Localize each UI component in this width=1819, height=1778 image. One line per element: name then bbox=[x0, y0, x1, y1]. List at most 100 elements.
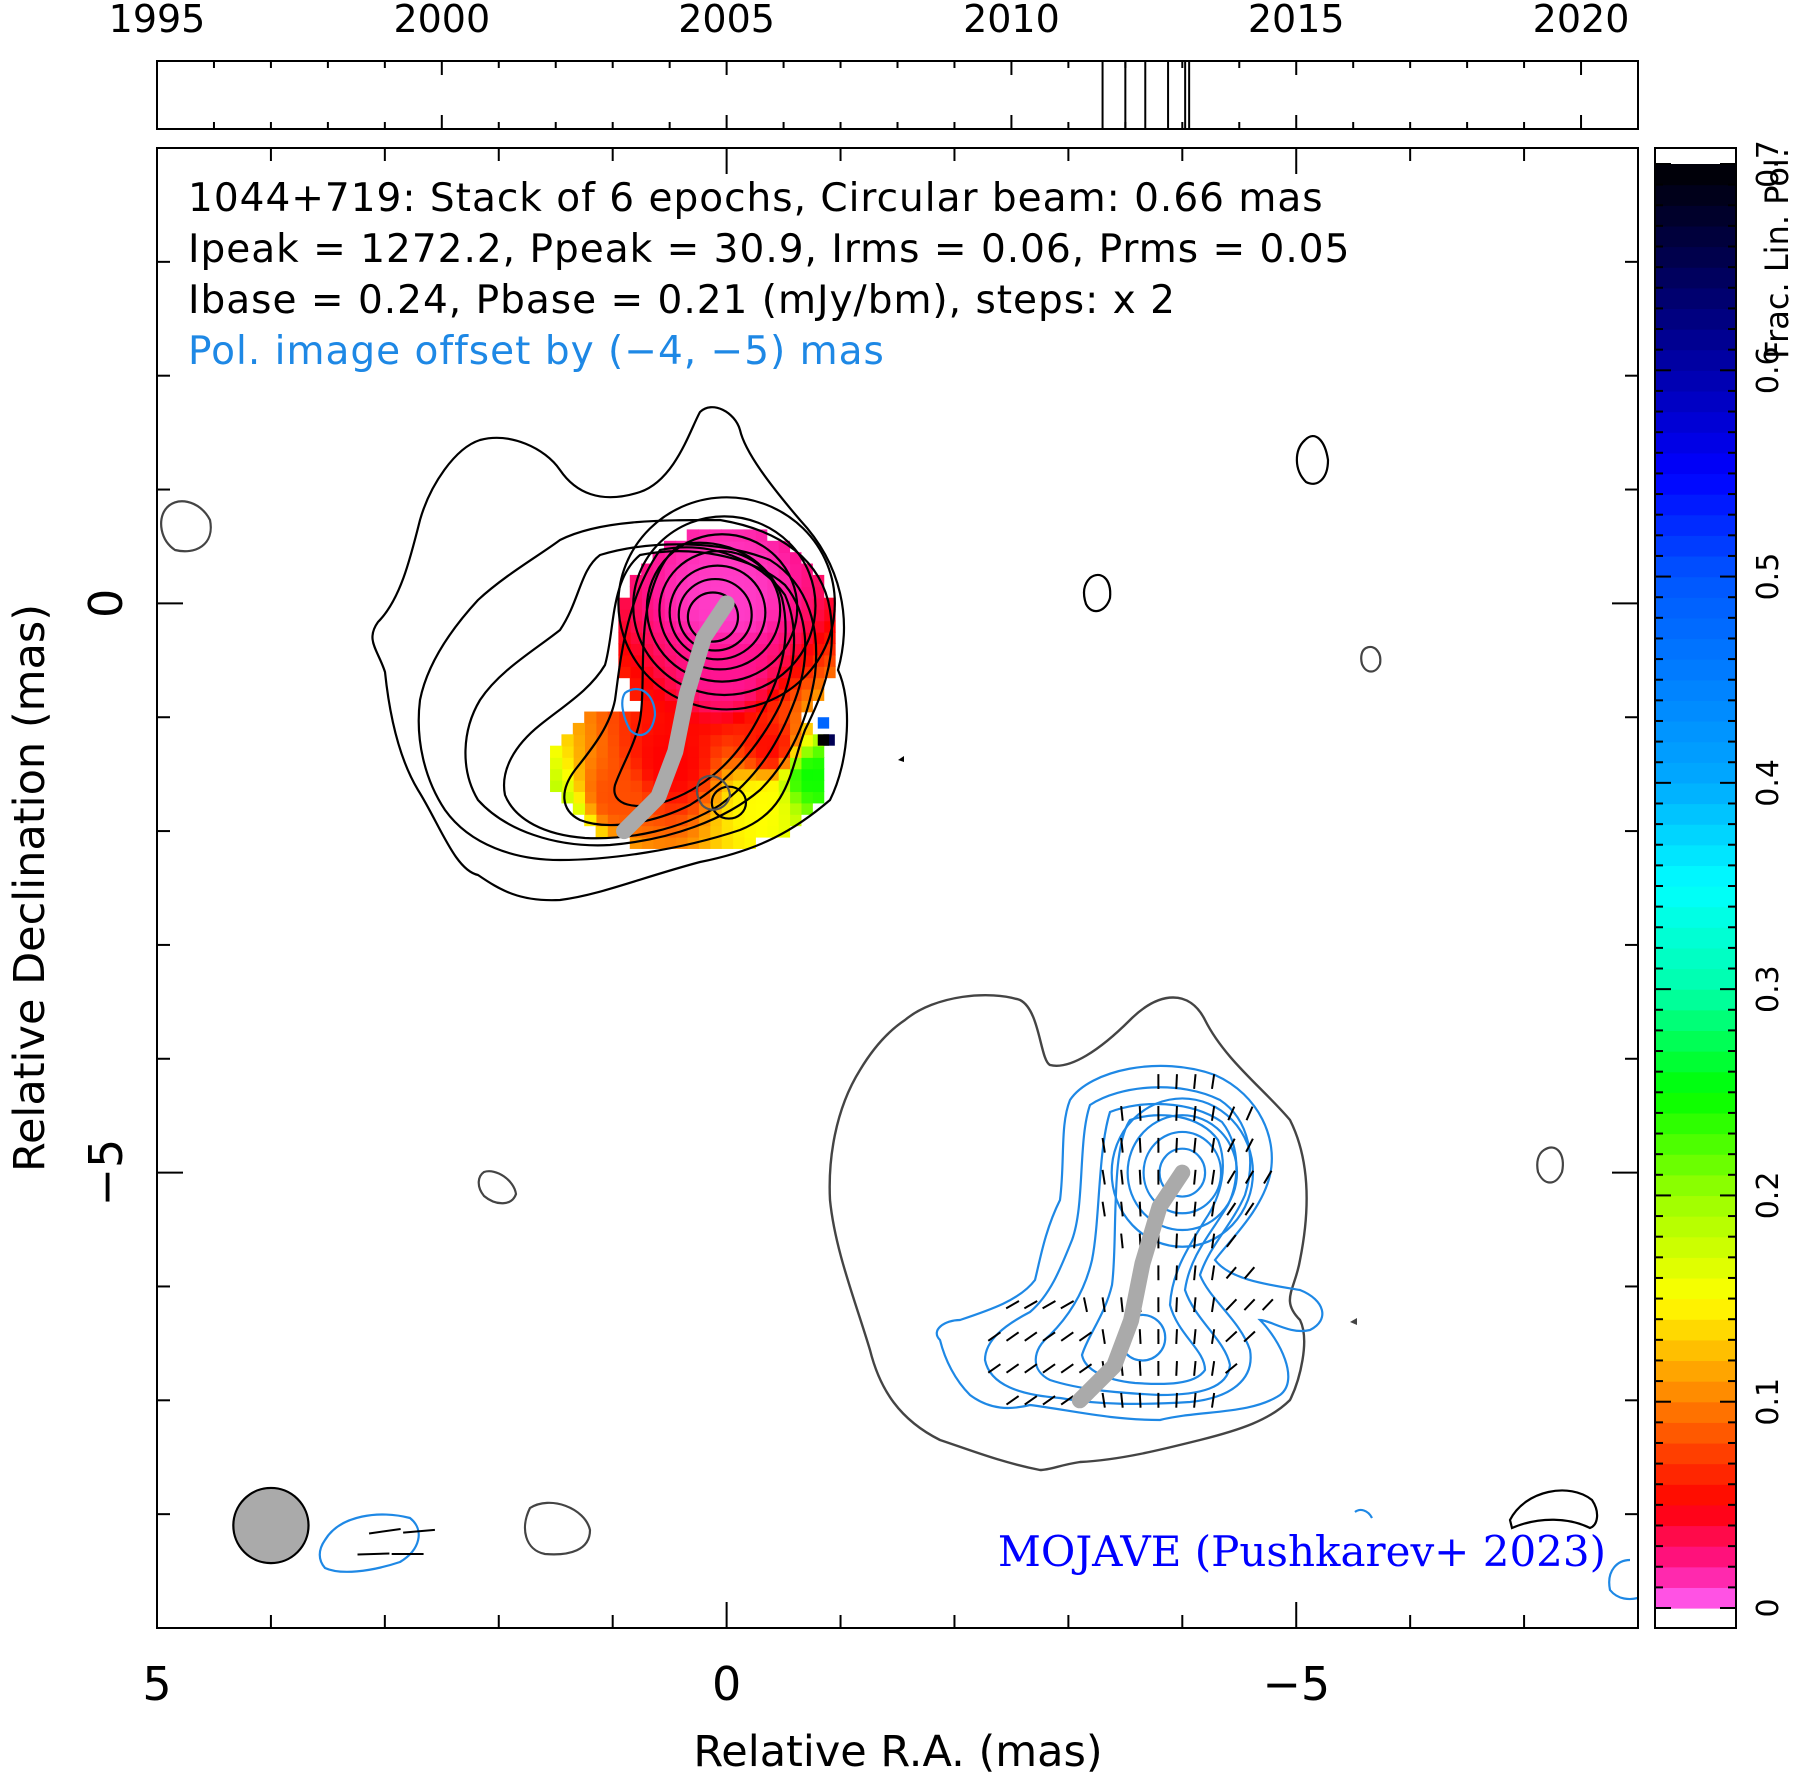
frac-pol-pixel bbox=[675, 609, 688, 622]
frac-pol-pixel bbox=[743, 677, 756, 690]
evpa-tick bbox=[1243, 1298, 1256, 1311]
evpa-tick bbox=[1101, 1329, 1106, 1345]
frac-pol-pixel bbox=[709, 757, 722, 770]
frac-pol-pixel bbox=[720, 734, 734, 747]
evpa-tick bbox=[1210, 1105, 1216, 1121]
evpa-tick bbox=[1078, 1331, 1093, 1342]
pol-contour bbox=[1126, 1114, 1239, 1232]
frac-pol-pixel bbox=[618, 791, 631, 804]
colorbar-step bbox=[1656, 906, 1735, 928]
colorbar-step bbox=[1656, 576, 1735, 598]
frac-pol-pixel bbox=[732, 757, 745, 770]
frac-pol-pixel bbox=[766, 700, 779, 713]
frac-pol-pixel bbox=[777, 552, 791, 565]
pol-contour-edge bbox=[1354, 1508, 1373, 1519]
frac-pol-pixel bbox=[629, 666, 642, 679]
frac-pol-pixel bbox=[698, 711, 711, 724]
stokes-i-contour-3 bbox=[464, 543, 818, 847]
colorbar-step bbox=[1656, 1504, 1735, 1527]
colorbar-step bbox=[1656, 390, 1735, 413]
frac-pol-pixel bbox=[789, 711, 802, 724]
evpa-tick bbox=[1225, 1330, 1238, 1343]
evpa-tick bbox=[1042, 1363, 1056, 1374]
evpa-tick bbox=[1210, 1169, 1216, 1185]
frac-pol-pixel bbox=[755, 745, 768, 758]
frac-pol-pixel bbox=[709, 677, 722, 690]
frac-pol-pixel bbox=[720, 620, 734, 633]
evpa-tick bbox=[1261, 1298, 1274, 1311]
colorbar-step bbox=[1656, 164, 1735, 186]
evpa-tick bbox=[1120, 1105, 1124, 1121]
frac-pol-pixel bbox=[561, 734, 574, 747]
frac-pol-pixel bbox=[606, 791, 620, 804]
colorbar-step bbox=[1656, 617, 1735, 640]
evpa-tick bbox=[1243, 1266, 1256, 1280]
isolated-contour bbox=[477, 1170, 518, 1205]
frac-pol-pixel bbox=[766, 666, 779, 679]
colorbar-step bbox=[1656, 1463, 1735, 1485]
isolated-contours bbox=[160, 435, 1599, 1556]
frac-pol-pixel bbox=[595, 779, 608, 793]
frac-pol-pixel bbox=[766, 757, 779, 770]
frac-pol-pixel bbox=[766, 791, 779, 804]
colorbar-step bbox=[1656, 1133, 1735, 1155]
colorbar-step bbox=[1656, 927, 1735, 949]
isolated-contour bbox=[523, 1501, 592, 1556]
frac-pol-pixel bbox=[732, 836, 745, 849]
colorbar-step bbox=[1656, 782, 1735, 805]
frac-pol-pixel bbox=[686, 734, 699, 747]
evpa-tick bbox=[1193, 1297, 1197, 1313]
ridge-line bbox=[616, 595, 735, 840]
frac-pol-pixel bbox=[641, 666, 654, 679]
pol-contour bbox=[1158, 1147, 1207, 1198]
colorbar-step bbox=[1656, 1071, 1735, 1093]
frac-pol-pixel bbox=[812, 597, 825, 610]
colorbar-step bbox=[1656, 1009, 1735, 1031]
frac-pol-pixel bbox=[572, 745, 586, 758]
pol-contour-edge bbox=[1608, 1558, 1638, 1601]
colorbar-step bbox=[1656, 411, 1735, 433]
frac-pol-pixel bbox=[743, 836, 756, 849]
colorbar-step bbox=[1656, 1051, 1735, 1073]
frac-pol-pixel bbox=[812, 757, 825, 770]
colorbar-tick-label: 0 bbox=[1751, 1598, 1786, 1617]
stokes-i-contour-5 bbox=[563, 546, 796, 827]
frac-pol-pixel bbox=[641, 779, 654, 793]
colorbar-step bbox=[1656, 184, 1735, 206]
isolated-contour bbox=[1295, 435, 1330, 485]
frac-pol-pixel bbox=[641, 757, 654, 770]
frac-pol-pixel bbox=[817, 717, 830, 729]
timeline-tick-label: 2000 bbox=[393, 0, 490, 41]
frac-pol-pixel bbox=[595, 802, 608, 815]
frac-pol-pixel bbox=[606, 768, 620, 781]
frac-pol-pixel bbox=[641, 722, 654, 736]
evpa-tick bbox=[1101, 1137, 1106, 1153]
frac-pol-pixel bbox=[732, 802, 745, 815]
evpa-tick bbox=[1244, 1170, 1255, 1185]
evpa-tick bbox=[1175, 1360, 1178, 1376]
evpa-tick bbox=[1138, 1201, 1142, 1217]
evpa-tick bbox=[1060, 1331, 1074, 1342]
x-tick-label: 0 bbox=[712, 1657, 741, 1711]
frac-pol-pixel bbox=[812, 791, 825, 804]
evpa-tick bbox=[987, 1363, 1001, 1374]
x-tick-label: −5 bbox=[1262, 1657, 1330, 1711]
core-contour bbox=[710, 785, 748, 820]
evpa-tick bbox=[1101, 1392, 1106, 1408]
frac-pol-pixel bbox=[709, 643, 722, 656]
frac-pol-pixel bbox=[652, 836, 665, 849]
frac-pol-pixel bbox=[686, 768, 699, 781]
frac-pol-pixel bbox=[800, 574, 813, 588]
offset-note: Pol. image offset by (−4, −5) mas bbox=[188, 329, 885, 374]
evpa-tick bbox=[357, 1552, 390, 1556]
frac-pol-pixel bbox=[800, 745, 813, 758]
credit-label: MOJAVE (Pushkarev+ 2023) bbox=[998, 1527, 1606, 1576]
frac-pol-pixel bbox=[755, 643, 768, 656]
colorbar-tick-label: 0.1 bbox=[1751, 1378, 1786, 1426]
evpa-tick bbox=[1120, 1169, 1124, 1185]
evpa-tick bbox=[1193, 1360, 1197, 1376]
colorbar-frame bbox=[1654, 147, 1737, 1629]
frac-pol-pixel bbox=[789, 563, 802, 576]
frac-pol-pixel bbox=[641, 700, 654, 713]
frac-pol-pixel bbox=[550, 757, 563, 770]
